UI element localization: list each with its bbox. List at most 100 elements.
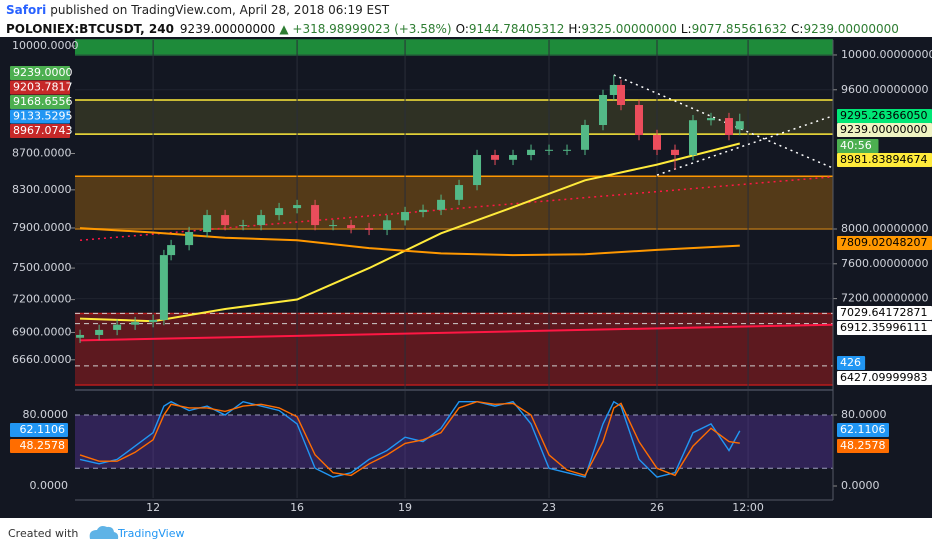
- y2-tick-label: 6660.0000: [12, 353, 72, 366]
- candle-body: [509, 155, 518, 160]
- candle-body: [652, 135, 661, 150]
- o-label: O:: [456, 22, 469, 36]
- price-badge-label: 426: [840, 356, 861, 369]
- price-badge-label: 48.2578: [840, 439, 886, 452]
- price-badge-label: 9239.0000: [13, 66, 73, 79]
- y2-tick-label: 6900.0000: [12, 325, 72, 338]
- price-badge: [837, 236, 932, 250]
- y-tick-label: 9600.00000000: [841, 83, 928, 96]
- published: published on TradingView.com, April 28, …: [50, 3, 390, 17]
- price-badge-label: 7809.02048207: [840, 236, 927, 249]
- candle-body: [609, 84, 618, 95]
- zone: [75, 313, 833, 385]
- x-tick-label: 12: [146, 501, 160, 514]
- price-badge-label: 62.1106: [20, 423, 66, 436]
- author[interactable]: Safori: [6, 3, 46, 17]
- price-badge: [837, 139, 879, 153]
- header-line-1: Safori published on TradingView.com, Apri…: [6, 3, 390, 17]
- y-tick-label: 10000.00000000: [841, 48, 932, 61]
- stoch-tick-label: 0.0000: [841, 479, 880, 492]
- price-badge: [10, 80, 70, 95]
- candle-body: [688, 120, 697, 156]
- price-badge-label: 9203.7817: [13, 81, 73, 94]
- h-value: 9325.00000000: [581, 22, 676, 36]
- header-line-2: POLONIEX:BTCUSDT, 240 9239.00000000 ▲ +318…: [6, 22, 899, 36]
- price-badge: [837, 306, 932, 320]
- candle-body: [563, 149, 572, 151]
- candle-body: [149, 319, 158, 323]
- candle-body: [76, 334, 85, 338]
- candle-body: [383, 220, 392, 230]
- candle-body: [131, 322, 140, 325]
- price: 9239.00000000: [180, 22, 275, 36]
- tradingview-logo[interactable]: [89, 526, 119, 539]
- candle-body: [203, 215, 212, 233]
- x-tick-label: 23: [542, 501, 556, 514]
- candle-body: [167, 245, 176, 256]
- chart-layer: 12 16 19 23 26 12:00 10000.00000000 9600.000000…: [10, 39, 932, 514]
- price-badge-label: 8981.83894674: [840, 153, 927, 166]
- price-badge: [10, 66, 70, 80]
- price-badge-label: 9133.5295: [13, 110, 73, 123]
- zone: [75, 40, 833, 55]
- candle-body: [239, 225, 248, 227]
- l-label: L:: [681, 22, 692, 36]
- price-badge: [10, 95, 70, 109]
- candle-body: [735, 121, 744, 130]
- y-tick-label: 7200.00000000: [841, 292, 928, 305]
- candle-body: [581, 125, 590, 150]
- zone: [75, 176, 833, 229]
- candle-body: [706, 118, 715, 121]
- candle-body: [419, 209, 428, 213]
- stoch-tick-label-left: 0.0000: [30, 479, 69, 492]
- y2-tick-label: 7900.0000: [12, 221, 72, 234]
- y-tick-label: 7600.00000000: [841, 257, 928, 270]
- x-tick-label: 16: [290, 501, 304, 514]
- candle-body: [275, 208, 284, 216]
- candle-body: [635, 104, 644, 136]
- footer-brand[interactable]: TradingView: [117, 527, 184, 540]
- price-badge-label: 9239.00000000: [840, 123, 927, 136]
- price-badge: [837, 371, 932, 385]
- candle-body: [491, 155, 500, 160]
- candle-body: [293, 205, 302, 209]
- c-value: 9239.00000000: [803, 22, 898, 36]
- price-badge-label: 62.1106: [840, 423, 886, 436]
- o-value: 9144.78405312: [469, 22, 564, 36]
- price-badge-label: 7029.64172871: [840, 306, 927, 319]
- price-badge: [10, 124, 70, 138]
- price-badge: [837, 423, 889, 437]
- candle-body: [724, 118, 733, 136]
- symbol: POLONIEX:BTCUSDT, 240: [6, 22, 174, 36]
- candle-body: [473, 155, 482, 186]
- trend-line: [613, 74, 834, 169]
- stoch-tick-label: 80.0000: [841, 408, 887, 421]
- candle-body: [455, 185, 464, 200]
- price-badge-label: 9295.26366050: [840, 109, 927, 122]
- candle-body: [221, 215, 230, 226]
- price-badge: [837, 439, 889, 453]
- y-tick-label: 8000.00000000: [841, 222, 928, 235]
- price-badge-label: 6427.09999983: [840, 371, 927, 384]
- candle-body: [545, 149, 554, 151]
- y2-tick-label: 8300.0000: [12, 183, 72, 196]
- stoch-band: [75, 414, 833, 469]
- trend-line: [656, 115, 834, 176]
- footer-created: Created with: [8, 527, 78, 540]
- price-badge: [837, 123, 932, 137]
- y2-tick-label: 8700.0000: [12, 147, 72, 160]
- price-badge-label: 40:56: [840, 139, 872, 152]
- price-badge: [837, 321, 932, 335]
- candle-body: [347, 225, 356, 229]
- price-badge: [837, 356, 866, 370]
- candle-body: [185, 232, 194, 246]
- candle-body: [437, 199, 446, 210]
- x-tick-label: 12:00: [732, 501, 764, 514]
- price-badge: [10, 109, 70, 124]
- price-badge: [10, 439, 68, 453]
- price-badge-label: 8967.0743: [13, 124, 73, 137]
- h-label: H:: [568, 22, 581, 36]
- y2-tick-label: 7200.0000: [12, 293, 72, 306]
- y2-tick-label: 7500.0000: [12, 261, 72, 274]
